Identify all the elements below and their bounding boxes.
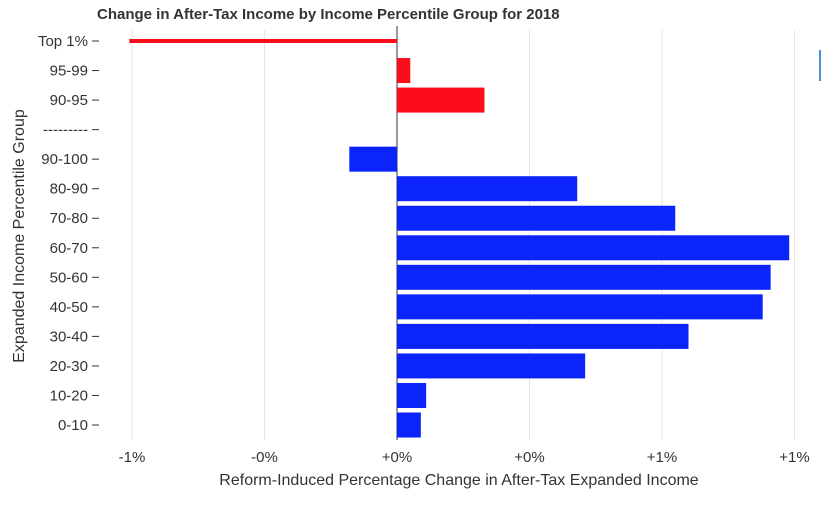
bar <box>397 412 421 438</box>
y-axis-label: Expanded Income Percentile Group <box>11 109 28 363</box>
x-tick-label: +1% <box>647 449 677 466</box>
y-tick-label: 70-80 <box>50 210 88 227</box>
x-tick-label: +0% <box>382 449 412 466</box>
y-tick-label: 80-90 <box>50 181 88 198</box>
x-tick-label: +0% <box>514 449 544 466</box>
bar <box>397 176 578 202</box>
bars <box>129 39 790 438</box>
y-tick-label: 90-95 <box>50 92 88 109</box>
bar <box>397 58 411 84</box>
y-axis: Top 1% 95-99 90-95 --------- 90-100 80-90 70-8… <box>38 33 99 434</box>
y-tick-label: 60-70 <box>50 240 88 257</box>
bar <box>397 353 586 379</box>
y-tick-label: 95-99 <box>50 63 88 80</box>
bar <box>397 205 676 231</box>
y-tick-label: 0-10 <box>58 417 88 434</box>
x-tick-label: +1% <box>779 449 809 466</box>
bar <box>397 294 763 320</box>
bar <box>349 146 397 172</box>
y-tick-label: 30-40 <box>50 328 88 345</box>
bar <box>397 264 771 290</box>
y-tick-label: 40-50 <box>50 299 88 316</box>
bar <box>129 39 397 43</box>
bar <box>397 235 790 261</box>
scroll-indicator <box>819 50 821 81</box>
y-tick-label: 10-20 <box>50 387 88 404</box>
x-axis-label: Reform-Induced Percentage Change in Afte… <box>219 472 698 489</box>
y-tick-label: --------- <box>43 122 88 139</box>
x-axis: -1% -0% +0% +0% +1% +1% <box>119 449 810 466</box>
x-tick-label: -1% <box>119 449 146 466</box>
chart-title: Change in After-Tax Income by Income Per… <box>97 6 560 23</box>
x-tick-label: -0% <box>251 449 278 466</box>
bar <box>397 382 427 408</box>
y-tick-label: Top 1% <box>38 33 88 50</box>
y-tick-label: 90-100 <box>41 151 88 168</box>
bar <box>397 323 689 349</box>
y-tick-label: 50-60 <box>50 269 88 286</box>
bar <box>397 87 485 113</box>
y-tick-label: 20-30 <box>50 358 88 375</box>
